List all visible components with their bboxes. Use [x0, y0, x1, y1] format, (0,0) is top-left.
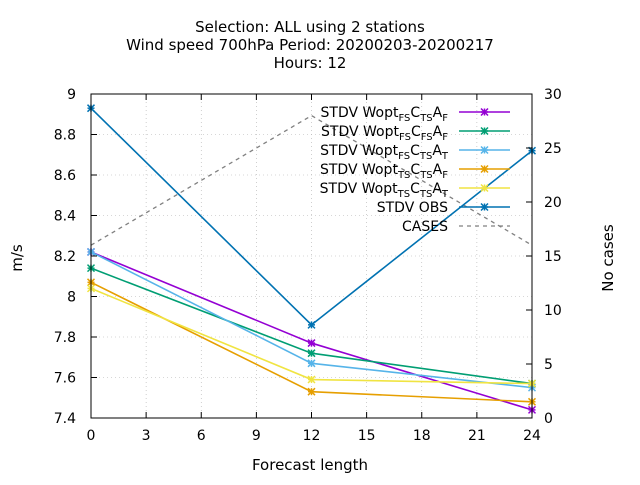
legend-entry: STDV WoptTSCTSAF: [320, 162, 510, 181]
series-line: [90, 114, 533, 246]
legend-label: CASES: [402, 219, 448, 235]
legend-marker: [480, 126, 489, 136]
x-tick-label: 0: [87, 428, 96, 444]
legend-marker: [480, 145, 489, 155]
y-axis-label: m/s: [8, 244, 26, 272]
x-tick-label: 9: [252, 428, 261, 444]
series-2: [86, 247, 537, 392]
y-tick-label: 8.6: [54, 168, 76, 184]
y-tick-label: 7.8: [54, 330, 76, 346]
legend-entry: STDV WoptFSCFSAF: [321, 124, 510, 143]
legend-entry: STDV WoptFSCTSAF: [321, 105, 510, 124]
title-line: Hours: 12: [274, 54, 347, 72]
data-point: [307, 320, 316, 329]
x-tick-label: 6: [197, 428, 206, 444]
legend-entry: STDV WoptTSCTSAT: [320, 181, 510, 200]
legend-marker: [480, 164, 489, 174]
title-line: Wind speed 700hPa Period: 20200203-20200…: [126, 36, 494, 54]
legend-marker: [480, 183, 489, 193]
y-tick-label: 7.6: [54, 371, 76, 387]
title-line: Selection: ALL using 2 stations: [195, 18, 425, 36]
y-tick-label: 9: [67, 87, 76, 103]
x-tick-label: 18: [413, 428, 431, 444]
x-axis: 0 3 6 9 12 15 18 21 24: [87, 94, 541, 444]
grid: [91, 94, 532, 418]
y-tick-label: 8: [67, 290, 76, 306]
legend-label: STDV WoptTSCTSAT: [320, 181, 449, 200]
legend-label: STDV WoptTSCTSAF: [320, 162, 448, 181]
x-tick-label: 3: [142, 428, 151, 444]
legend-label: STDV WoptFSCFSAF: [321, 124, 448, 143]
series-4: [86, 284, 537, 388]
y-axis-left: 7.4 7.6 7.8 8 8.2 8.4 8.6 8.8 9: [54, 87, 97, 427]
y-tick-label: 7.4: [54, 411, 76, 427]
series-lines: [86, 104, 537, 414]
y2-tick-label: 30: [544, 87, 562, 103]
y-axis-right: 0 5 10 15 20 25 30: [526, 87, 562, 427]
data-point: [307, 375, 316, 384]
legend-label: STDV WoptFSCTSAF: [321, 105, 449, 124]
y2-axis-label: No cases: [599, 224, 617, 292]
y2-tick-label: 5: [544, 357, 553, 373]
series-line: [90, 251, 533, 389]
x-tick-label: 15: [358, 428, 376, 444]
y2-tick-label: 15: [544, 249, 562, 265]
legend-entry: CASES: [402, 219, 510, 235]
data-point: [307, 349, 316, 358]
x-tick-label: 24: [523, 428, 541, 444]
x-tick-label: 21: [468, 428, 486, 444]
legend-entry: STDV OBS: [377, 200, 510, 216]
legend-marker: [480, 107, 489, 117]
data-point: [307, 359, 316, 368]
x-axis-label: Forecast length: [252, 456, 368, 474]
legend-label: STDV WoptFSCTSAT: [320, 143, 449, 162]
data-point: [307, 387, 316, 396]
y-tick-label: 8.4: [54, 209, 76, 225]
y-tick-label: 8.2: [54, 249, 76, 265]
series-line: [90, 107, 533, 326]
legend-entry: STDV WoptFSCTSAT: [320, 143, 510, 162]
legend-label: STDV OBS: [377, 200, 448, 216]
data-point: [307, 339, 316, 348]
y2-tick-label: 10: [544, 303, 562, 319]
y2-tick-label: 20: [544, 195, 562, 211]
series-6: [90, 114, 533, 246]
x-tick-label: 12: [303, 428, 321, 444]
legend-marker: [480, 202, 489, 212]
y2-tick-label: 25: [544, 141, 562, 157]
y-tick-label: 8.8: [54, 128, 76, 144]
y2-tick-label: 0: [544, 411, 553, 427]
